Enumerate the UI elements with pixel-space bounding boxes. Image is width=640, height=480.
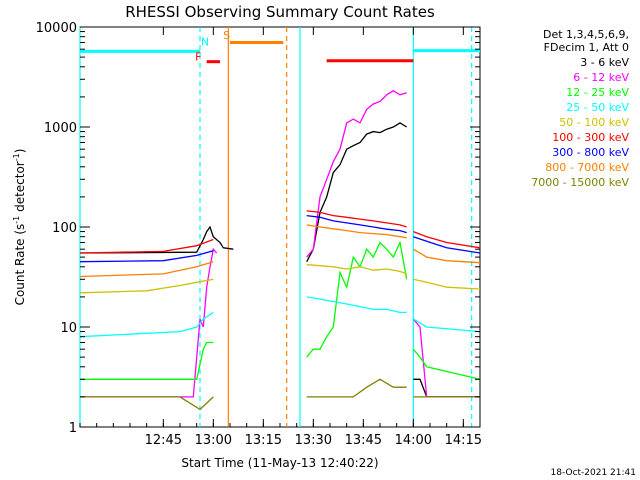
y-tick-label-1: 10: [60, 321, 77, 336]
flag-label-3: S: [223, 29, 230, 42]
y-tick-label-0: 1: [69, 421, 77, 436]
x-tick-label-5: 14:00: [395, 433, 432, 448]
legend-entry-7: 800 - 7000 keV: [545, 161, 629, 174]
legend: Det 1,3,4,5,6,9, FDecim 1, Att 0 3 - 6 k…: [531, 28, 629, 189]
series-line-4: [79, 264, 481, 294]
y-tick-label-3: 1000: [44, 121, 77, 136]
y-axis-label-main: Count Rate (s: [13, 224, 27, 306]
legend-entry-2: 12 - 25 keV: [566, 86, 629, 99]
y-axis-label-sup2: -1: [12, 153, 21, 161]
series-line-6: [79, 214, 481, 263]
plot-frame: [79, 26, 481, 428]
y-axis-label: Count Rate (s-1 detector-1): [12, 149, 27, 306]
x-tick-label-6: 14:15: [445, 433, 482, 448]
x-tick-label-1: 13:00: [195, 433, 232, 448]
x-tick-label-0: 12:45: [145, 433, 182, 448]
y-tick-label-2: 100: [52, 221, 77, 236]
series-line-8: [80, 378, 480, 411]
series-line-7: [79, 224, 481, 278]
legend-entry-1: 6 - 12 keV: [573, 71, 629, 84]
series-line-3: [79, 296, 481, 338]
legend-header-line1: Det 1,3,4,5,6,9,: [543, 28, 629, 41]
x-tick-label-3: 13:30: [295, 433, 332, 448]
legend-entry-8: 7000 - 15000 keV: [531, 176, 629, 189]
series-line-5: [79, 210, 481, 254]
series-line-1: [80, 90, 480, 398]
legend-entry-4: 50 - 100 keV: [559, 116, 629, 129]
x-tick-label-2: 13:15: [245, 433, 282, 448]
series-group: [79, 90, 481, 411]
x-tick-label-4: 13:45: [345, 433, 382, 448]
series-line-2: [80, 240, 481, 380]
legend-entry-6: 300 - 800 keV: [552, 146, 629, 159]
y-axis-label-sup1: -1: [12, 216, 21, 224]
legend-entry-5: 100 - 300 keV: [552, 131, 629, 144]
y-axis: 1 10 100 1000 10000: [36, 21, 480, 436]
chart-title: RHESSI Observing Summary Count Rates: [125, 3, 435, 21]
y-axis-label-mid: detector: [13, 161, 27, 216]
generated-timestamp: 18-Oct-2021 21:41: [551, 468, 636, 478]
legend-header-line2: FDecim 1, Att 0: [544, 41, 629, 54]
y-tick-label-4: 10000: [36, 21, 77, 36]
attenuator-flag-bars: NF S: [80, 29, 480, 64]
series-line-0: [79, 122, 480, 398]
plot-area: NF S: [79, 26, 481, 428]
legend-entry-0: 3 - 6 keV: [580, 56, 629, 69]
x-axis: 12:45 13:00 13:15 13:30 13:45 14:00 14:15: [79, 27, 482, 448]
x-axis-label: Start Time (11-May-13 12:40:22): [181, 456, 378, 470]
flag-label-1: N: [201, 36, 209, 49]
flag-label-2: F: [195, 51, 201, 64]
y-axis-label-end: ): [13, 149, 27, 154]
vertical-markers: [79, 27, 473, 427]
legend-entry-3: 25 - 50 keV: [566, 101, 629, 114]
